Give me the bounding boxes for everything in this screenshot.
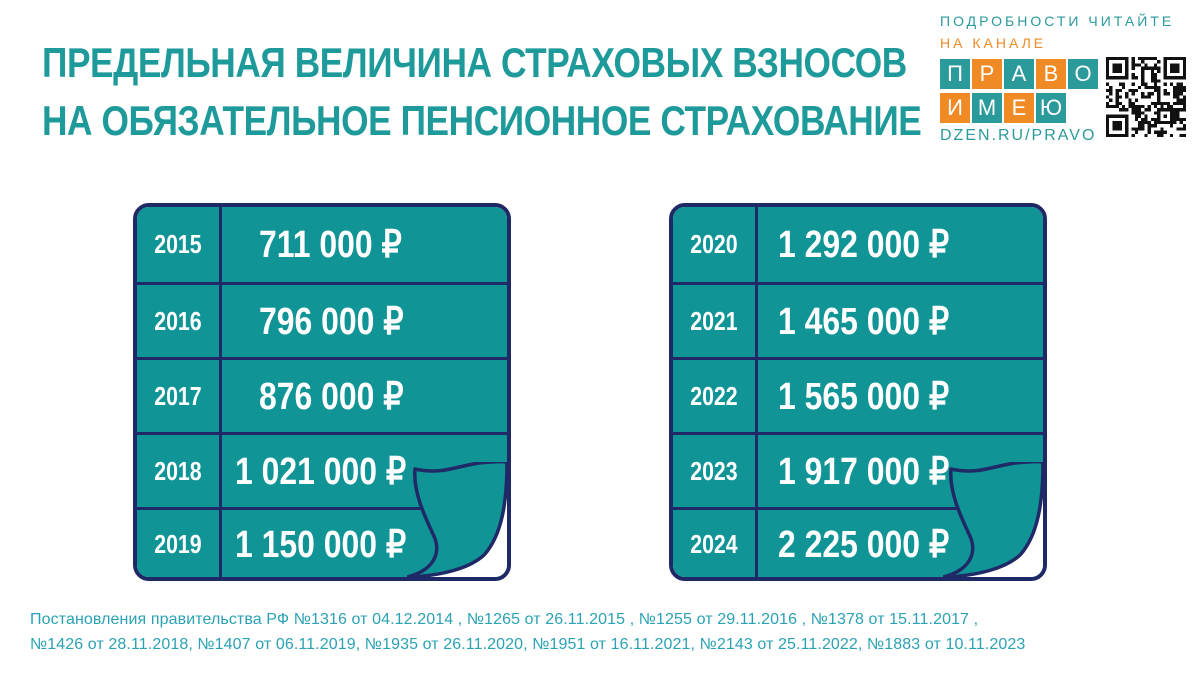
page-title: ПРЕДЕЛЬНАЯ ВЕЛИЧИНА СТРАХОВЫХ ВЗНОСОВ НА… <box>42 34 922 150</box>
amount-value: 1 021 000 ₽ <box>235 450 407 493</box>
table-row: 2021 1 465 000 ₽ <box>673 282 1043 357</box>
logo-word-1-letter: О <box>1068 59 1098 89</box>
year-value: 2022 <box>690 380 738 411</box>
amount-cell: 1 021 000 ₽ <box>235 435 439 507</box>
year-cell: 2023 <box>673 435 758 507</box>
logo-word-1-letter: В <box>1036 59 1066 89</box>
amount-cell: 876 000 ₽ <box>259 360 431 432</box>
amount-cell: 796 000 ₽ <box>259 285 431 357</box>
logo-word-2-letter: И <box>940 93 970 123</box>
year-cell: 2016 <box>137 285 222 357</box>
contribution-table-2020-2024: 2020 1 292 000 ₽ 2021 1 465 000 ₽ 2022 1 565 … <box>669 203 1047 581</box>
logo-word-2-letter: М <box>972 93 1002 123</box>
contribution-table-2015-2019: 2015 711 000 ₽2016 796 000 ₽2017 876 000 ₽2… <box>133 203 511 581</box>
year-cell: 2017 <box>137 360 222 432</box>
amount-value: 1 465 000 ₽ <box>778 300 950 343</box>
logo-word-1-letter: А <box>1004 59 1034 89</box>
qr-code-icon[interactable] <box>1106 57 1186 137</box>
page-curl-icon <box>943 462 1043 577</box>
year-cell: 2019 <box>137 510 222 577</box>
amount-value: 1 292 000 ₽ <box>778 224 950 266</box>
amount-value: 711 000 ₽ <box>259 224 402 266</box>
promo-text: ПОДРОБНОСТИ ЧИТАЙТЕ <box>940 13 1175 29</box>
year-cell: 2024 <box>673 510 758 577</box>
year-cell: 2022 <box>673 360 758 432</box>
table-row: 2017 876 000 ₽ <box>137 357 507 432</box>
amount-cell: 1 565 000 ₽ <box>778 360 982 432</box>
year-value: 2021 <box>690 305 738 336</box>
year-value: 2019 <box>154 528 202 559</box>
table-row: 2018 1 021 000 ₽ <box>137 432 507 507</box>
year-value: 2016 <box>154 305 202 336</box>
page-curl-icon <box>407 462 507 577</box>
year-value: 2023 <box>690 455 738 486</box>
logo-word-1-letter: Р <box>972 59 1002 89</box>
amount-cell: 1 917 000 ₽ <box>778 435 982 507</box>
table-row: 2020 1 292 000 ₽ <box>673 207 1043 282</box>
footer-line-2: №1426 от 28.11.2018, №1407 от 06.11.2019… <box>30 636 1026 653</box>
amount-value: 2 225 000 ₽ <box>778 523 950 566</box>
year-value: 2017 <box>154 380 202 411</box>
amount-cell: 1 465 000 ₽ <box>778 285 982 357</box>
year-value: 2015 <box>154 229 202 259</box>
year-cell: 2015 <box>137 207 222 282</box>
table-row: 2022 1 565 000 ₽ <box>673 357 1043 432</box>
year-value: 2020 <box>690 229 738 259</box>
amount-value: 1 917 000 ₽ <box>778 450 950 493</box>
year-cell: 2021 <box>673 285 758 357</box>
table-row: 2023 1 917 000 ₽ <box>673 432 1043 507</box>
amount-value: 796 000 ₽ <box>259 300 404 343</box>
logo-word-1-letter: П <box>940 59 970 89</box>
table-row: 2015 711 000 ₽ <box>137 207 507 282</box>
year-value: 2024 <box>690 528 738 559</box>
title-line-2: НА ОБЯЗАТЕЛЬНОЕ ПЕНСИОННОЕ СТРАХОВАНИЕ <box>42 97 922 144</box>
amount-cell: 2 225 000 ₽ <box>778 510 982 577</box>
amount-cell: 1 292 000 ₽ <box>778 207 982 282</box>
year-value: 2018 <box>154 455 202 486</box>
legal-references: Постановления правительства РФ №1316 от … <box>30 607 1025 657</box>
amount-value: 1 565 000 ₽ <box>778 375 950 418</box>
year-cell: 2020 <box>673 207 758 282</box>
amount-value: 1 150 000 ₽ <box>235 523 407 566</box>
footer-line-1: Постановления правительства РФ №1316 от … <box>30 611 979 628</box>
amount-value: 876 000 ₽ <box>259 375 404 418</box>
amount-cell: 1 150 000 ₽ <box>235 510 439 577</box>
title-line-1: ПРЕДЕЛЬНАЯ ВЕЛИЧИНА СТРАХОВЫХ ВЗНОСОВ <box>42 39 907 86</box>
table-row: 2016 796 000 ₽ <box>137 282 507 357</box>
promo-channel-text: НА КАНАЛЕ <box>940 35 1047 51</box>
channel-link[interactable]: DZEN.RU/PRAVO <box>940 127 1097 144</box>
year-cell: 2018 <box>137 435 222 507</box>
logo-word-2-letter: Ю <box>1036 93 1066 123</box>
logo-word-2-letter: Е <box>1004 93 1034 123</box>
amount-cell: 711 000 ₽ <box>259 207 429 282</box>
